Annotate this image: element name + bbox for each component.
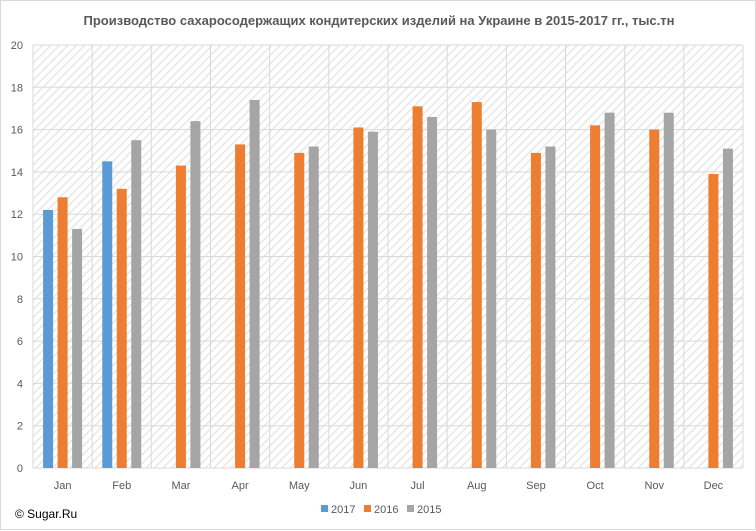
chart-title: Производство сахаросодержащих кондитерск… <box>84 13 675 28</box>
bar-2015-nov <box>663 112 674 469</box>
y-tick-label: 8 <box>17 294 23 306</box>
x-tick-label: Jan <box>54 480 72 492</box>
bar-2016-oct <box>590 125 601 469</box>
bar-2016-sep <box>530 152 541 469</box>
y-tick-label: 18 <box>11 82 23 94</box>
bar-2015-jun <box>367 131 378 468</box>
bar-2016-jul <box>412 106 423 469</box>
bar-2015-jan <box>72 229 83 468</box>
bar-2015-jul <box>427 116 438 468</box>
copyright-text: © Sugar.Ru <box>15 507 77 521</box>
bar-2016-jan <box>57 197 68 468</box>
bar-2016-aug <box>471 102 482 468</box>
bar-2016-jun <box>353 127 364 469</box>
bar-2017-jan <box>43 209 54 468</box>
y-tick-label: 0 <box>17 463 23 475</box>
gridlines <box>32 44 744 469</box>
bars <box>43 99 733 469</box>
bar-2016-dec <box>708 174 719 468</box>
bar-2015-oct <box>604 112 615 469</box>
legend-swatch-2017 <box>321 505 328 512</box>
x-tick-label: May <box>289 480 310 492</box>
bar-2015-may <box>308 146 319 468</box>
legend-label-2015: 2015 <box>417 504 441 516</box>
bar-2015-feb <box>131 140 142 469</box>
x-tick-label: Apr <box>232 480 249 492</box>
x-tick-label: Sep <box>526 480 546 492</box>
bar-2015-dec <box>722 148 733 468</box>
y-axis: 0 2 4 6 8 10 12 14 16 18 20 <box>11 40 23 475</box>
x-tick-label: Aug <box>467 480 487 492</box>
x-axis: Jan Feb Mar Apr May Jun Jul Aug Sep Oct Nov Dec <box>54 480 724 492</box>
bar-2016-apr <box>235 144 246 468</box>
y-tick-label: 20 <box>11 40 23 52</box>
legend-swatch-2015 <box>407 505 414 512</box>
y-tick-label: 12 <box>11 209 23 221</box>
bar-2015-sep <box>545 146 556 468</box>
x-tick-label: Dec <box>704 480 724 492</box>
x-tick-label: Jun <box>350 480 368 492</box>
y-tick-label: 4 <box>17 378 23 390</box>
bar-2015-mar <box>190 121 201 468</box>
bar-2015-aug <box>486 129 497 468</box>
y-tick-label: 6 <box>17 336 23 348</box>
bar-2015-apr <box>249 99 260 469</box>
x-tick-label: Nov <box>644 480 664 492</box>
x-tick-label: Feb <box>112 480 131 492</box>
y-tick-label: 2 <box>17 421 23 433</box>
bar-2016-feb <box>116 188 127 468</box>
y-tick-label: 14 <box>11 167 23 179</box>
x-tick-label: Jul <box>411 480 425 492</box>
y-tick-label: 16 <box>11 125 23 137</box>
legend-label-2016: 2016 <box>374 504 398 516</box>
legend-swatch-2016 <box>364 505 371 512</box>
bar-2017-feb <box>102 161 113 468</box>
legend-label-2017: 2017 <box>331 504 355 516</box>
x-tick-label: Oct <box>587 480 604 492</box>
bar-2016-may <box>294 152 305 469</box>
y-tick-label: 10 <box>11 252 23 264</box>
x-tick-label: Mar <box>171 480 190 492</box>
bar-2016-mar <box>175 165 186 468</box>
legend: 2017 2016 2015 <box>321 504 441 516</box>
bar-2016-nov <box>649 129 660 468</box>
